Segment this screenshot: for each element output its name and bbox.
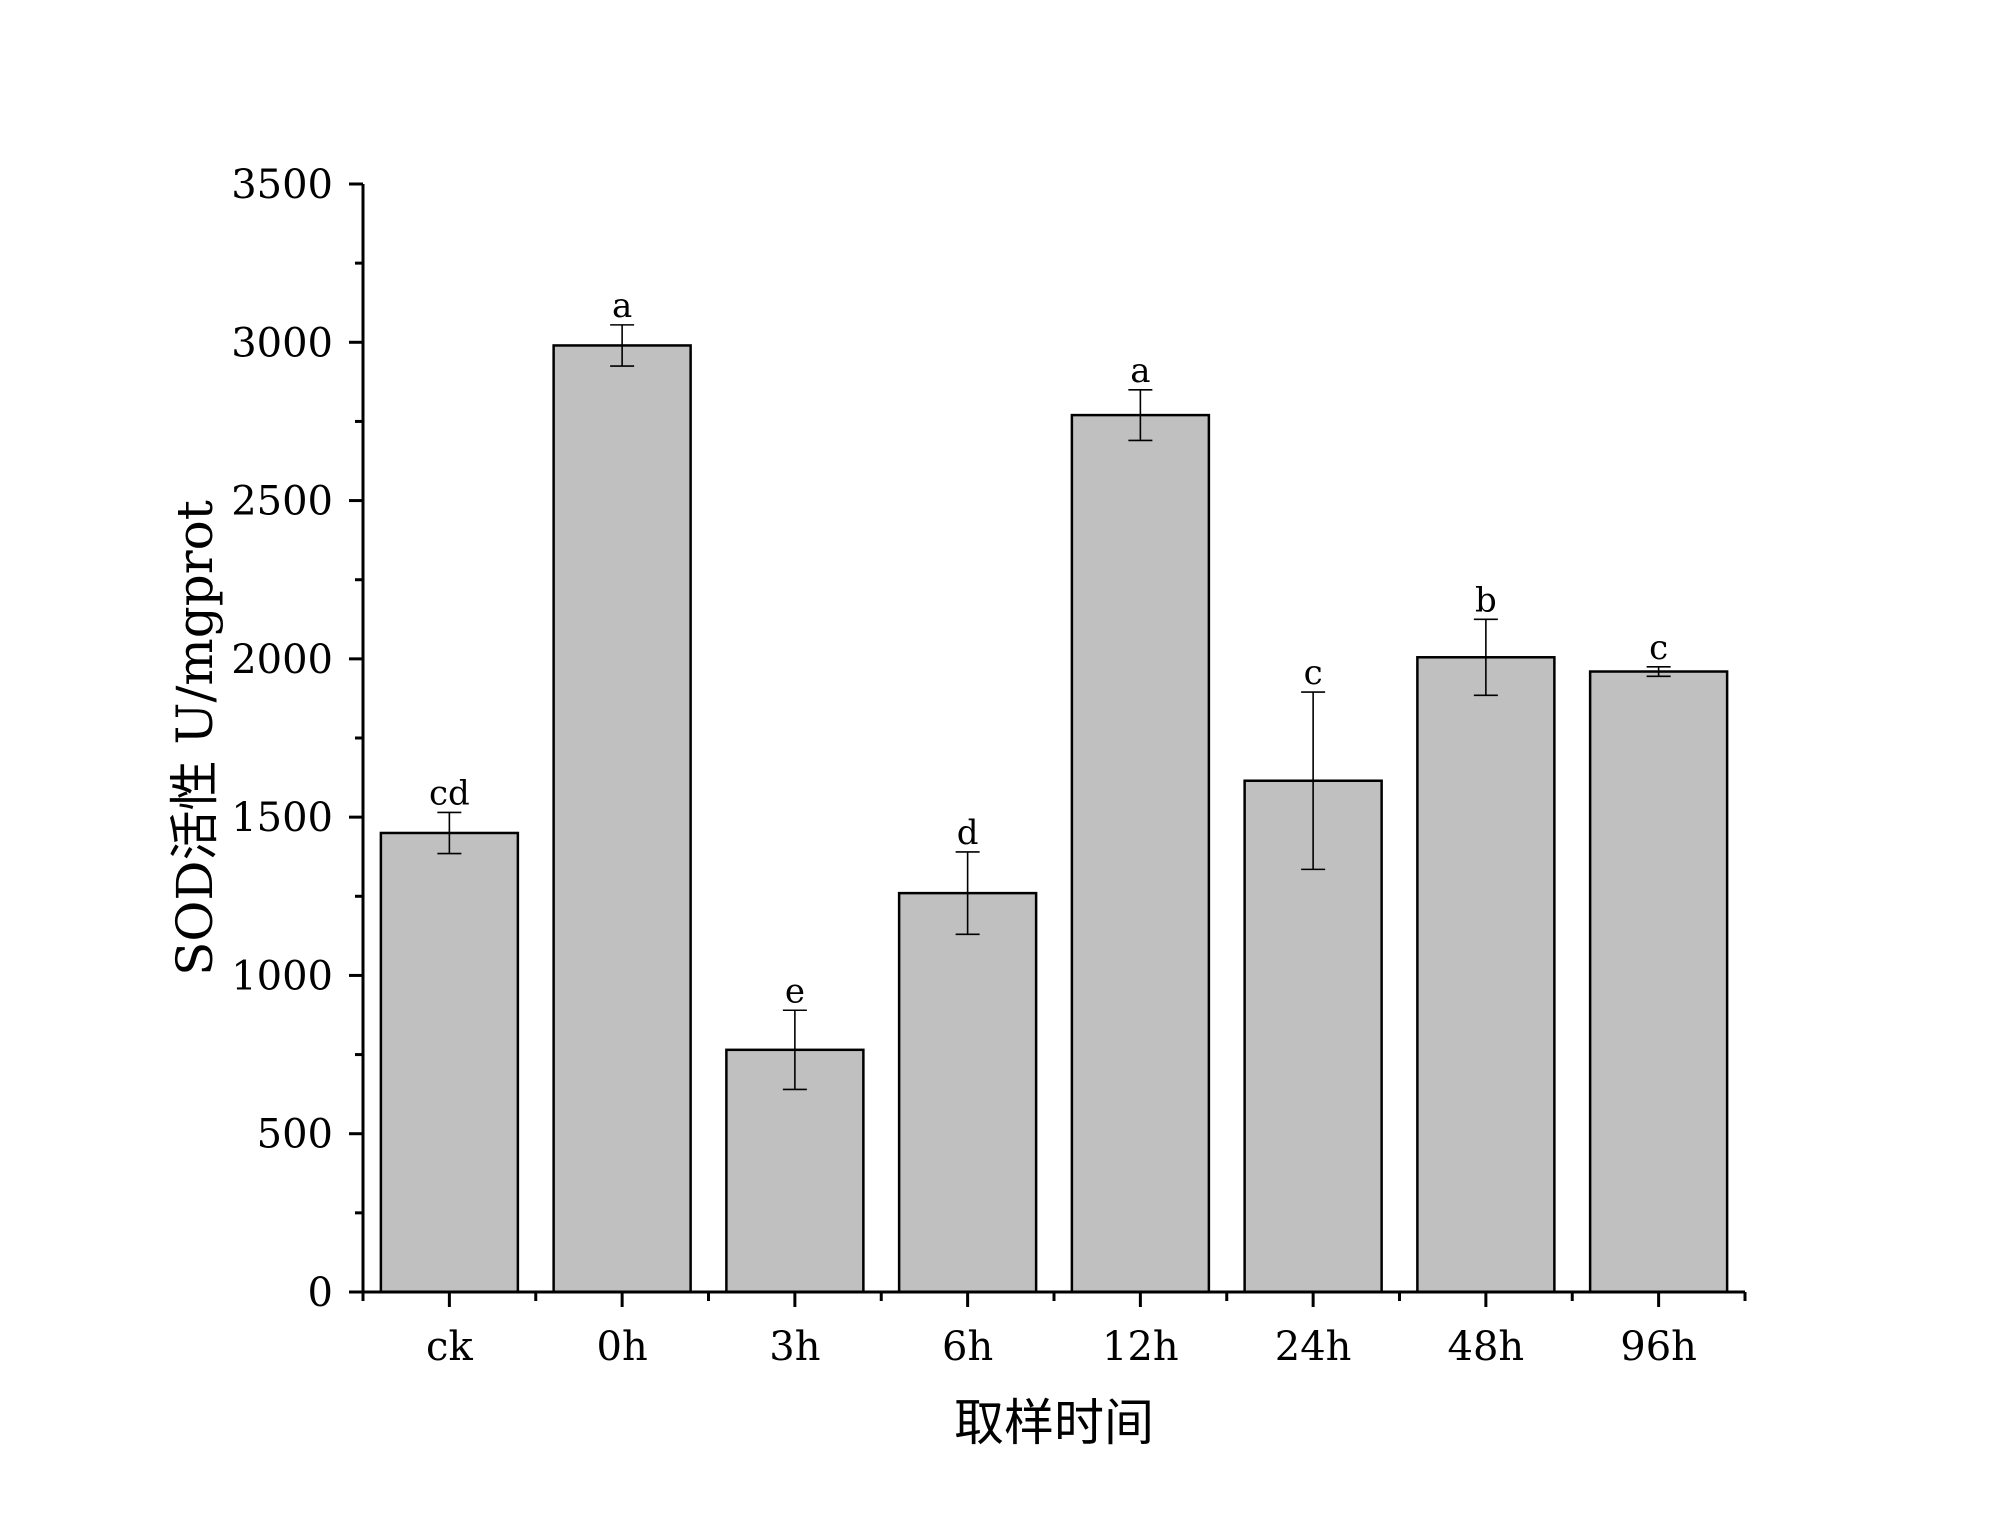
y-axis-title: SOD活性 U/mgprot xyxy=(166,500,224,976)
x-tick-label-0h: 0h xyxy=(597,1324,648,1370)
bars-layer xyxy=(379,344,1729,1294)
error-bar-12h xyxy=(1128,388,1153,442)
significance-label-96h: c xyxy=(1649,628,1668,668)
bar-48h xyxy=(1416,656,1556,1294)
y-tick-label: 1000 xyxy=(231,953,333,999)
significance-label-6h: d xyxy=(957,813,979,853)
error-bar-96h xyxy=(1646,665,1671,678)
y-ticks-layer: 0 500 1000 1500 2000 2500 3000 3500 xyxy=(231,162,363,1316)
error-bar-6h xyxy=(955,851,980,936)
error-bar-3h xyxy=(782,1009,807,1091)
significance-label-3h: e xyxy=(785,971,805,1011)
error-bar-48h xyxy=(1473,618,1498,697)
bar-6h xyxy=(897,891,1038,1294)
x-tick-label-6h: 6h xyxy=(942,1324,993,1370)
y-tick-label: 1500 xyxy=(231,795,333,841)
significance-label-0h: a xyxy=(612,286,632,326)
x-tick-label-48h: 48h xyxy=(1448,1324,1525,1370)
x-tick-label-3h: 3h xyxy=(769,1324,820,1370)
significance-labels-layer: cd a e d a c b c xyxy=(429,286,1668,1011)
y-tick-label: 500 xyxy=(257,1112,333,1158)
bar-ck xyxy=(379,831,520,1294)
y-tick-label: 2500 xyxy=(231,479,333,525)
x-tick-label-96h: 96h xyxy=(1620,1324,1697,1370)
x-axis-title: 取样时间 xyxy=(954,1394,1154,1452)
x-tick-label-ck: ck xyxy=(426,1324,473,1370)
error-bar-ck xyxy=(437,811,462,855)
error-bars-layer xyxy=(437,324,1671,1091)
significance-label-24h: c xyxy=(1304,653,1323,693)
error-bar-24h xyxy=(1301,691,1326,871)
bar-96h xyxy=(1588,670,1729,1294)
x-tick-label-12h: 12h xyxy=(1102,1324,1179,1370)
bar-0h xyxy=(552,344,692,1294)
significance-label-12h: a xyxy=(1130,351,1150,391)
significance-label-ck: cd xyxy=(429,773,470,813)
x-ticks-layer: ck 0h 3h 6h 12h 24h 48h 96h xyxy=(361,1292,1747,1370)
significance-label-48h: b xyxy=(1475,580,1497,620)
y-tick-label: 0 xyxy=(308,1270,333,1316)
bar-12h xyxy=(1070,413,1211,1294)
y-tick-label: 3500 xyxy=(231,162,333,208)
y-tick-label: 2000 xyxy=(231,637,333,683)
error-bar-0h xyxy=(610,324,635,367)
x-tick-label-24h: 24h xyxy=(1275,1324,1352,1370)
y-tick-label: 3000 xyxy=(231,320,333,366)
